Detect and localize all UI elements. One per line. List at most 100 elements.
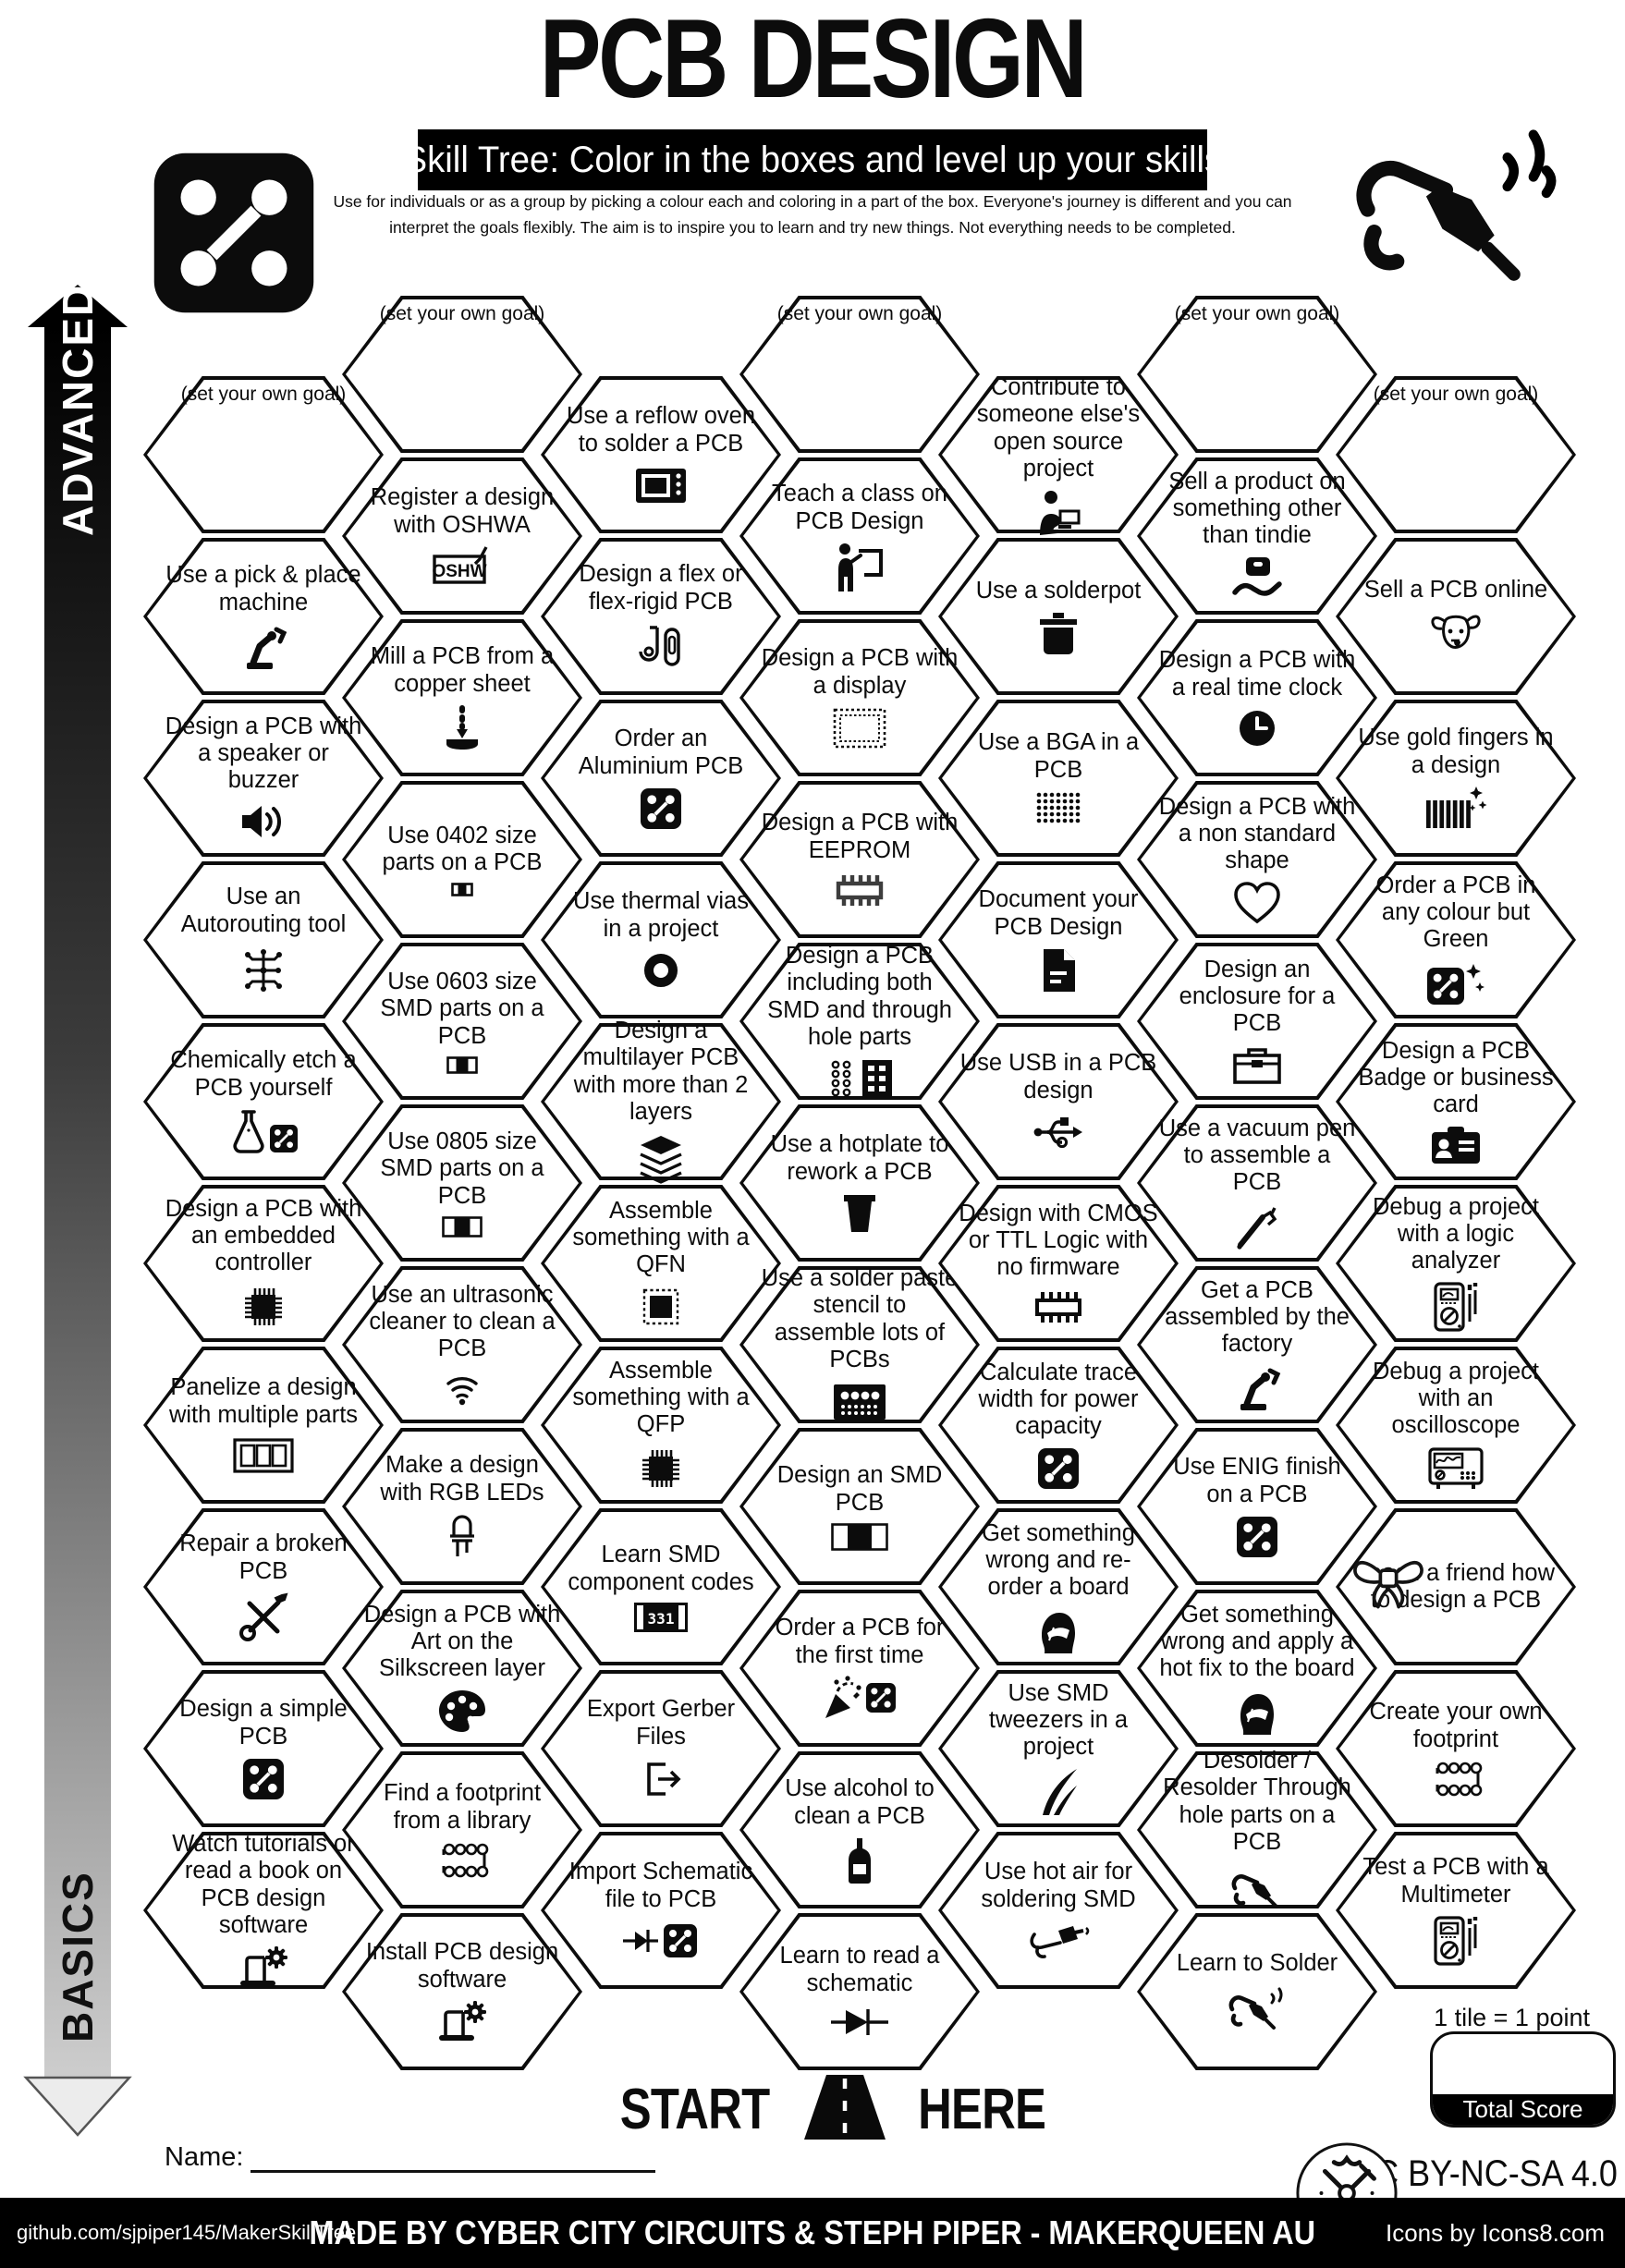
hex-tile-panelize-a-design-with-multiple-parts[interactable]: Panelize a design with multiple parts bbox=[143, 1347, 384, 1504]
hex-tile-use-usb-in-a-pcb-design[interactable]: Use USB in a PCB design bbox=[938, 1023, 1179, 1180]
hex-tile-use-0805-size-smd-parts-on-a-pcb[interactable]: Use 0805 size SMD parts on a PCB bbox=[342, 1104, 582, 1262]
hex-tile-use-enig-finish-on-a-pcb[interactable]: Use ENIG finish on a PCB bbox=[1137, 1428, 1377, 1585]
hex-tile-teach-a-friend-how-to-design-a-pcb[interactable]: Teach a friend how to design a PCB bbox=[1336, 1508, 1576, 1665]
svg-text:OSHW: OSHW bbox=[432, 562, 486, 581]
hex-fill bbox=[544, 380, 777, 530]
hex-tile-use-gold-fingers-in-a-design[interactable]: Use gold fingers in a design bbox=[1336, 700, 1576, 857]
hex-tile-use-0603-size-smd-parts-on-a-pcb[interactable]: Use 0603 size SMD parts on a PCB bbox=[342, 943, 582, 1100]
hex-tile-design-a-pcb-with-eeprom[interactable]: Design a PCB with EEPROM bbox=[739, 781, 980, 938]
hex-content: Get something wrong and re-order a board bbox=[955, 1514, 1162, 1660]
hex-fill bbox=[743, 1108, 976, 1258]
hex-tile-chemically-etch-a-pcb-yourself[interactable]: Chemically etch a PCB yourself bbox=[143, 1023, 384, 1180]
hex-label: Design a PCB Badge or business card bbox=[1358, 1037, 1554, 1118]
hex-content: Use gold fingers in a design bbox=[1352, 705, 1559, 851]
hex-tile-design-an-smd-pcb[interactable]: Design an SMD PCB bbox=[739, 1428, 980, 1585]
hex-tile-use-smd-tweezers-in-a-project[interactable]: Use SMD tweezers in a project bbox=[938, 1670, 1179, 1827]
hex-tile-design-a-pcb-with-art-on-the-silkscreen-layer[interactable]: Design a PCB with Art on the Silkscreen … bbox=[342, 1590, 582, 1747]
hex-tile-desolder-resolder-through-hole-parts-on-a-pcb[interactable]: Desolder / Resolder Through hole parts o… bbox=[1137, 1748, 1377, 1908]
hex-tile-set-your-own-goal[interactable]: (set your own goal) bbox=[739, 296, 980, 453]
hex-fill bbox=[743, 461, 976, 611]
footer-github-link[interactable]: github.com/sjpiper145/MakerSkillTree bbox=[17, 2221, 357, 2244]
hex-label: Use 0805 size SMD parts on a PCB bbox=[380, 1128, 544, 1209]
hex-tile-order-an-aluminium-pcb[interactable]: Order an Aluminium PCB bbox=[541, 700, 781, 857]
hex-tile-register-a-design-with-oshwa[interactable]: Register a design with OSHWA OSHW bbox=[342, 457, 582, 615]
hex-fill bbox=[1141, 1270, 1374, 1420]
hex-tile-set-your-own-goal[interactable]: (set your own goal) bbox=[143, 376, 384, 533]
hex-tile-use-hot-air-for-soldering-smd[interactable]: Use hot air for soldering SMD bbox=[938, 1832, 1179, 1989]
hex-tile-order-a-pcb-in-any-colour-but-green[interactable]: Order a PCB in any colour but Green bbox=[1336, 861, 1576, 1018]
hex-tile-design-a-pcb-with-a-display[interactable]: Design a PCB with a display bbox=[739, 619, 980, 776]
hex-tile-use-thermal-vias-in-a-project[interactable]: Use thermal vias in a project bbox=[541, 861, 781, 1018]
hex-tile-use-a-hotplate-to-rework-a-pcb[interactable]: Use a hotplate to rework a PCB bbox=[739, 1104, 980, 1262]
hex-tile-set-your-own-goal[interactable]: (set your own goal) bbox=[1137, 296, 1377, 453]
hex-label: Assemble something with a QFN bbox=[572, 1197, 750, 1278]
hex-fill bbox=[743, 623, 976, 773]
hotplate-icon bbox=[837, 1192, 882, 1235]
hex-tile-export-gerber-files[interactable]: Export Gerber Files bbox=[541, 1670, 781, 1827]
hex-tile-document-your-pcb-design[interactable]: Document your PCB Design bbox=[938, 861, 1179, 1018]
start-label: START bbox=[620, 2077, 770, 2141]
hex-tile-use-0402-size-parts-on-a-pcb[interactable]: Use 0402 size parts on a PCB bbox=[342, 781, 582, 938]
hex-tile-repair-a-broken-pcb[interactable]: Repair a broken PCB bbox=[143, 1508, 384, 1665]
hex-tile-use-a-solder-paste-stencil-to-assemble-lots-of-p[interactable]: Use a solder paste stencil to assemble l… bbox=[739, 1265, 980, 1423]
hex-fill bbox=[1141, 461, 1374, 611]
name-fill-in-line[interactable] bbox=[250, 2142, 656, 2173]
heart-icon bbox=[1232, 881, 1282, 925]
hex-tile-sell-a-pcb-online[interactable]: Sell a PCB online bbox=[1336, 538, 1576, 695]
hex-tile-use-alcohol-to-clean-a-pcb[interactable]: Use alcohol to clean a PCB bbox=[739, 1751, 980, 1908]
hex-tile-watch-tutorials-or-read-a-book-on-pcb-design-sof[interactable]: Watch tutorials or read a book on PCB de… bbox=[143, 1831, 384, 1989]
hex-tile-design-with-cmos-or-ttl-logic-with-no-firmware[interactable]: Design with CMOS or TTL Logic with no fi… bbox=[938, 1185, 1179, 1342]
hex-tile-use-a-bga-in-a-pcb[interactable]: Use a BGA in a PCB bbox=[938, 700, 1179, 857]
hex-content: Design an SMD PCB bbox=[756, 1433, 963, 1579]
hex-tile-use-a-pick-place-machine[interactable]: Use a pick & place machine bbox=[143, 538, 384, 695]
hex-tile-design-an-enclosure-for-a-pcb[interactable]: Design an enclosure for a PCB bbox=[1137, 943, 1377, 1100]
hex-tile-debug-a-project-with-an-oscilloscope[interactable]: Debug a project with an oscilloscope bbox=[1336, 1347, 1576, 1504]
hex-tile-use-a-solderpot[interactable]: Use a solderpot bbox=[938, 538, 1179, 695]
hex-tile-use-an-ultrasonic-cleaner-to-clean-a-pcb[interactable]: Use an ultrasonic cleaner to clean a PCB bbox=[342, 1266, 582, 1423]
hex-tile-design-a-pcb-with-a-non-standard-shape[interactable]: Design a PCB with a non standard shape bbox=[1137, 781, 1377, 938]
enclosure-icon bbox=[1230, 1043, 1284, 1086]
hex-fill bbox=[743, 1593, 976, 1743]
hex-tile-assemble-something-with-a-qfp[interactable]: Assemble something with a QFP bbox=[541, 1347, 781, 1504]
hex-tile-sell-a-product-on-something-other-than-tindie[interactable]: Sell a product on something other than t… bbox=[1137, 457, 1377, 615]
hex-tile-design-a-pcb-including-both-smd-and-through-hole[interactable]: Design a PCB including both SMD and thro… bbox=[739, 943, 980, 1100]
hex-tile-design-a-pcb-with-a-speaker-or-buzzer[interactable]: Design a PCB with a speaker or buzzer bbox=[143, 700, 384, 857]
hex-label: Learn SMD component codes bbox=[568, 1542, 754, 1595]
hex-tile-install-pcb-design-software[interactable]: Install PCB design software bbox=[342, 1913, 582, 2070]
hex-tile-get-something-wrong-and-apply-a-hot-fix-to-the-b[interactable]: Get something wrong and apply a hot fix … bbox=[1137, 1590, 1377, 1747]
hex-tile-teach-a-class-on-pcb-design[interactable]: Teach a class on PCB Design bbox=[739, 457, 980, 615]
hex-content: Document your PCB Design bbox=[955, 867, 1162, 1013]
hex-tile-make-a-design-with-rgb-leds[interactable]: Make a design with RGB LEDs bbox=[342, 1428, 582, 1585]
hex-tile-contribute-to-someone-else-s-open-source-project[interactable]: Contribute to someone else's open source… bbox=[938, 374, 1179, 535]
hex-tile-learn-to-read-a-schematic[interactable]: Learn to read a schematic bbox=[739, 1913, 980, 2070]
hex-tile-get-something-wrong-and-re-order-a-board[interactable]: Get something wrong and re-order a board bbox=[938, 1508, 1179, 1665]
hex-tile-design-a-simple-pcb[interactable]: Design a simple PCB bbox=[143, 1670, 384, 1827]
teacher-icon bbox=[833, 542, 886, 591]
hex-tile-get-a-pcb-assembled-by-the-factory[interactable]: Get a PCB assembled by the factory bbox=[1137, 1266, 1377, 1423]
hex-tile-use-a-reflow-oven-to-solder-a-pcb[interactable]: Use a reflow oven to solder a PCB bbox=[541, 376, 781, 533]
hex-tile-set-your-own-goal[interactable]: (set your own goal) bbox=[342, 296, 582, 453]
hex-content: Get something wrong and apply a hot fix … bbox=[1154, 1595, 1361, 1741]
hex-tile-order-a-pcb-for-the-first-time[interactable]: Order a PCB for the first time bbox=[739, 1590, 980, 1747]
hex-tile-find-a-footprint-from-a-library[interactable]: Find a footprint from a library bbox=[342, 1751, 582, 1908]
hex-tile-learn-to-solder[interactable]: Learn to Solder bbox=[1137, 1913, 1377, 2070]
hex-tile-design-a-flex-or-flex-rigid-pcb[interactable]: Design a flex or flex-rigid PCB bbox=[541, 538, 781, 695]
hex-tile-set-your-own-goal[interactable]: (set your own goal) bbox=[1336, 376, 1576, 533]
hex-tile-design-a-multilayer-pcb-with-more-than-2-layers[interactable]: Design a multilayer PCB with more than 2… bbox=[541, 1018, 781, 1184]
hex-tile-test-a-pcb-with-a-multimeter[interactable]: Test a PCB with a Multimeter bbox=[1336, 1832, 1576, 1989]
hex-tile-calculate-trace-width-for-power-capacity[interactable]: Calculate trace width for power capacity bbox=[938, 1347, 1179, 1504]
hex-fill bbox=[1141, 1917, 1374, 2067]
hex-tile-use-a-vacuum-pen-to-assemble-a-pcb[interactable]: Use a vacuum pen to assemble a PCB bbox=[1137, 1104, 1377, 1262]
hex-tile-design-a-pcb-badge-or-business-card[interactable]: Design a PCB Badge or business card bbox=[1336, 1023, 1576, 1180]
footer-icons8-link[interactable]: Icons by Icons8.com bbox=[1386, 2218, 1605, 2247]
hex-tile-design-a-pcb-with-an-embedded-controller[interactable]: Design a PCB with an embedded controller bbox=[143, 1185, 384, 1342]
hex-tile-mill-a-pcb-from-a-copper-sheet[interactable]: Mill a PCB from a copper sheet bbox=[342, 619, 582, 776]
hex-tile-debug-a-project-with-a-logic-analyzer[interactable]: Debug a project with a logic analyzer bbox=[1336, 1185, 1576, 1342]
hex-tile-import-schematic-file-to-pcb[interactable]: Import Schematic file to PCB bbox=[541, 1832, 781, 1989]
hex-tile-design-a-pcb-with-a-real-time-clock[interactable]: Design a PCB with a real time clock bbox=[1137, 619, 1377, 776]
hex-tile-create-your-own-footprint[interactable]: Create your own footprint bbox=[1336, 1670, 1576, 1827]
hex-tile-assemble-something-with-a-qfn[interactable]: Assemble something with a QFN bbox=[541, 1185, 781, 1342]
hex-tile-learn-smd-component-codes[interactable]: Learn SMD component codes 331 bbox=[541, 1508, 781, 1665]
party-pcb-icon bbox=[822, 1675, 898, 1722]
hex-tile-use-an-autorouting-tool[interactable]: Use an Autorouting tool bbox=[143, 861, 384, 1018]
